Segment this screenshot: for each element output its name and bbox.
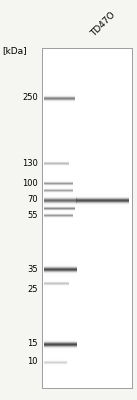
Text: 35: 35 [27, 264, 38, 274]
Text: [kDa]: [kDa] [2, 46, 27, 55]
Text: 130: 130 [22, 158, 38, 168]
Text: 25: 25 [28, 284, 38, 294]
Text: 55: 55 [28, 210, 38, 220]
Text: 15: 15 [28, 340, 38, 348]
Text: 100: 100 [22, 178, 38, 188]
Text: 250: 250 [22, 94, 38, 102]
Text: 10: 10 [28, 358, 38, 366]
Text: TD47O: TD47O [89, 10, 117, 38]
Text: 70: 70 [27, 196, 38, 204]
